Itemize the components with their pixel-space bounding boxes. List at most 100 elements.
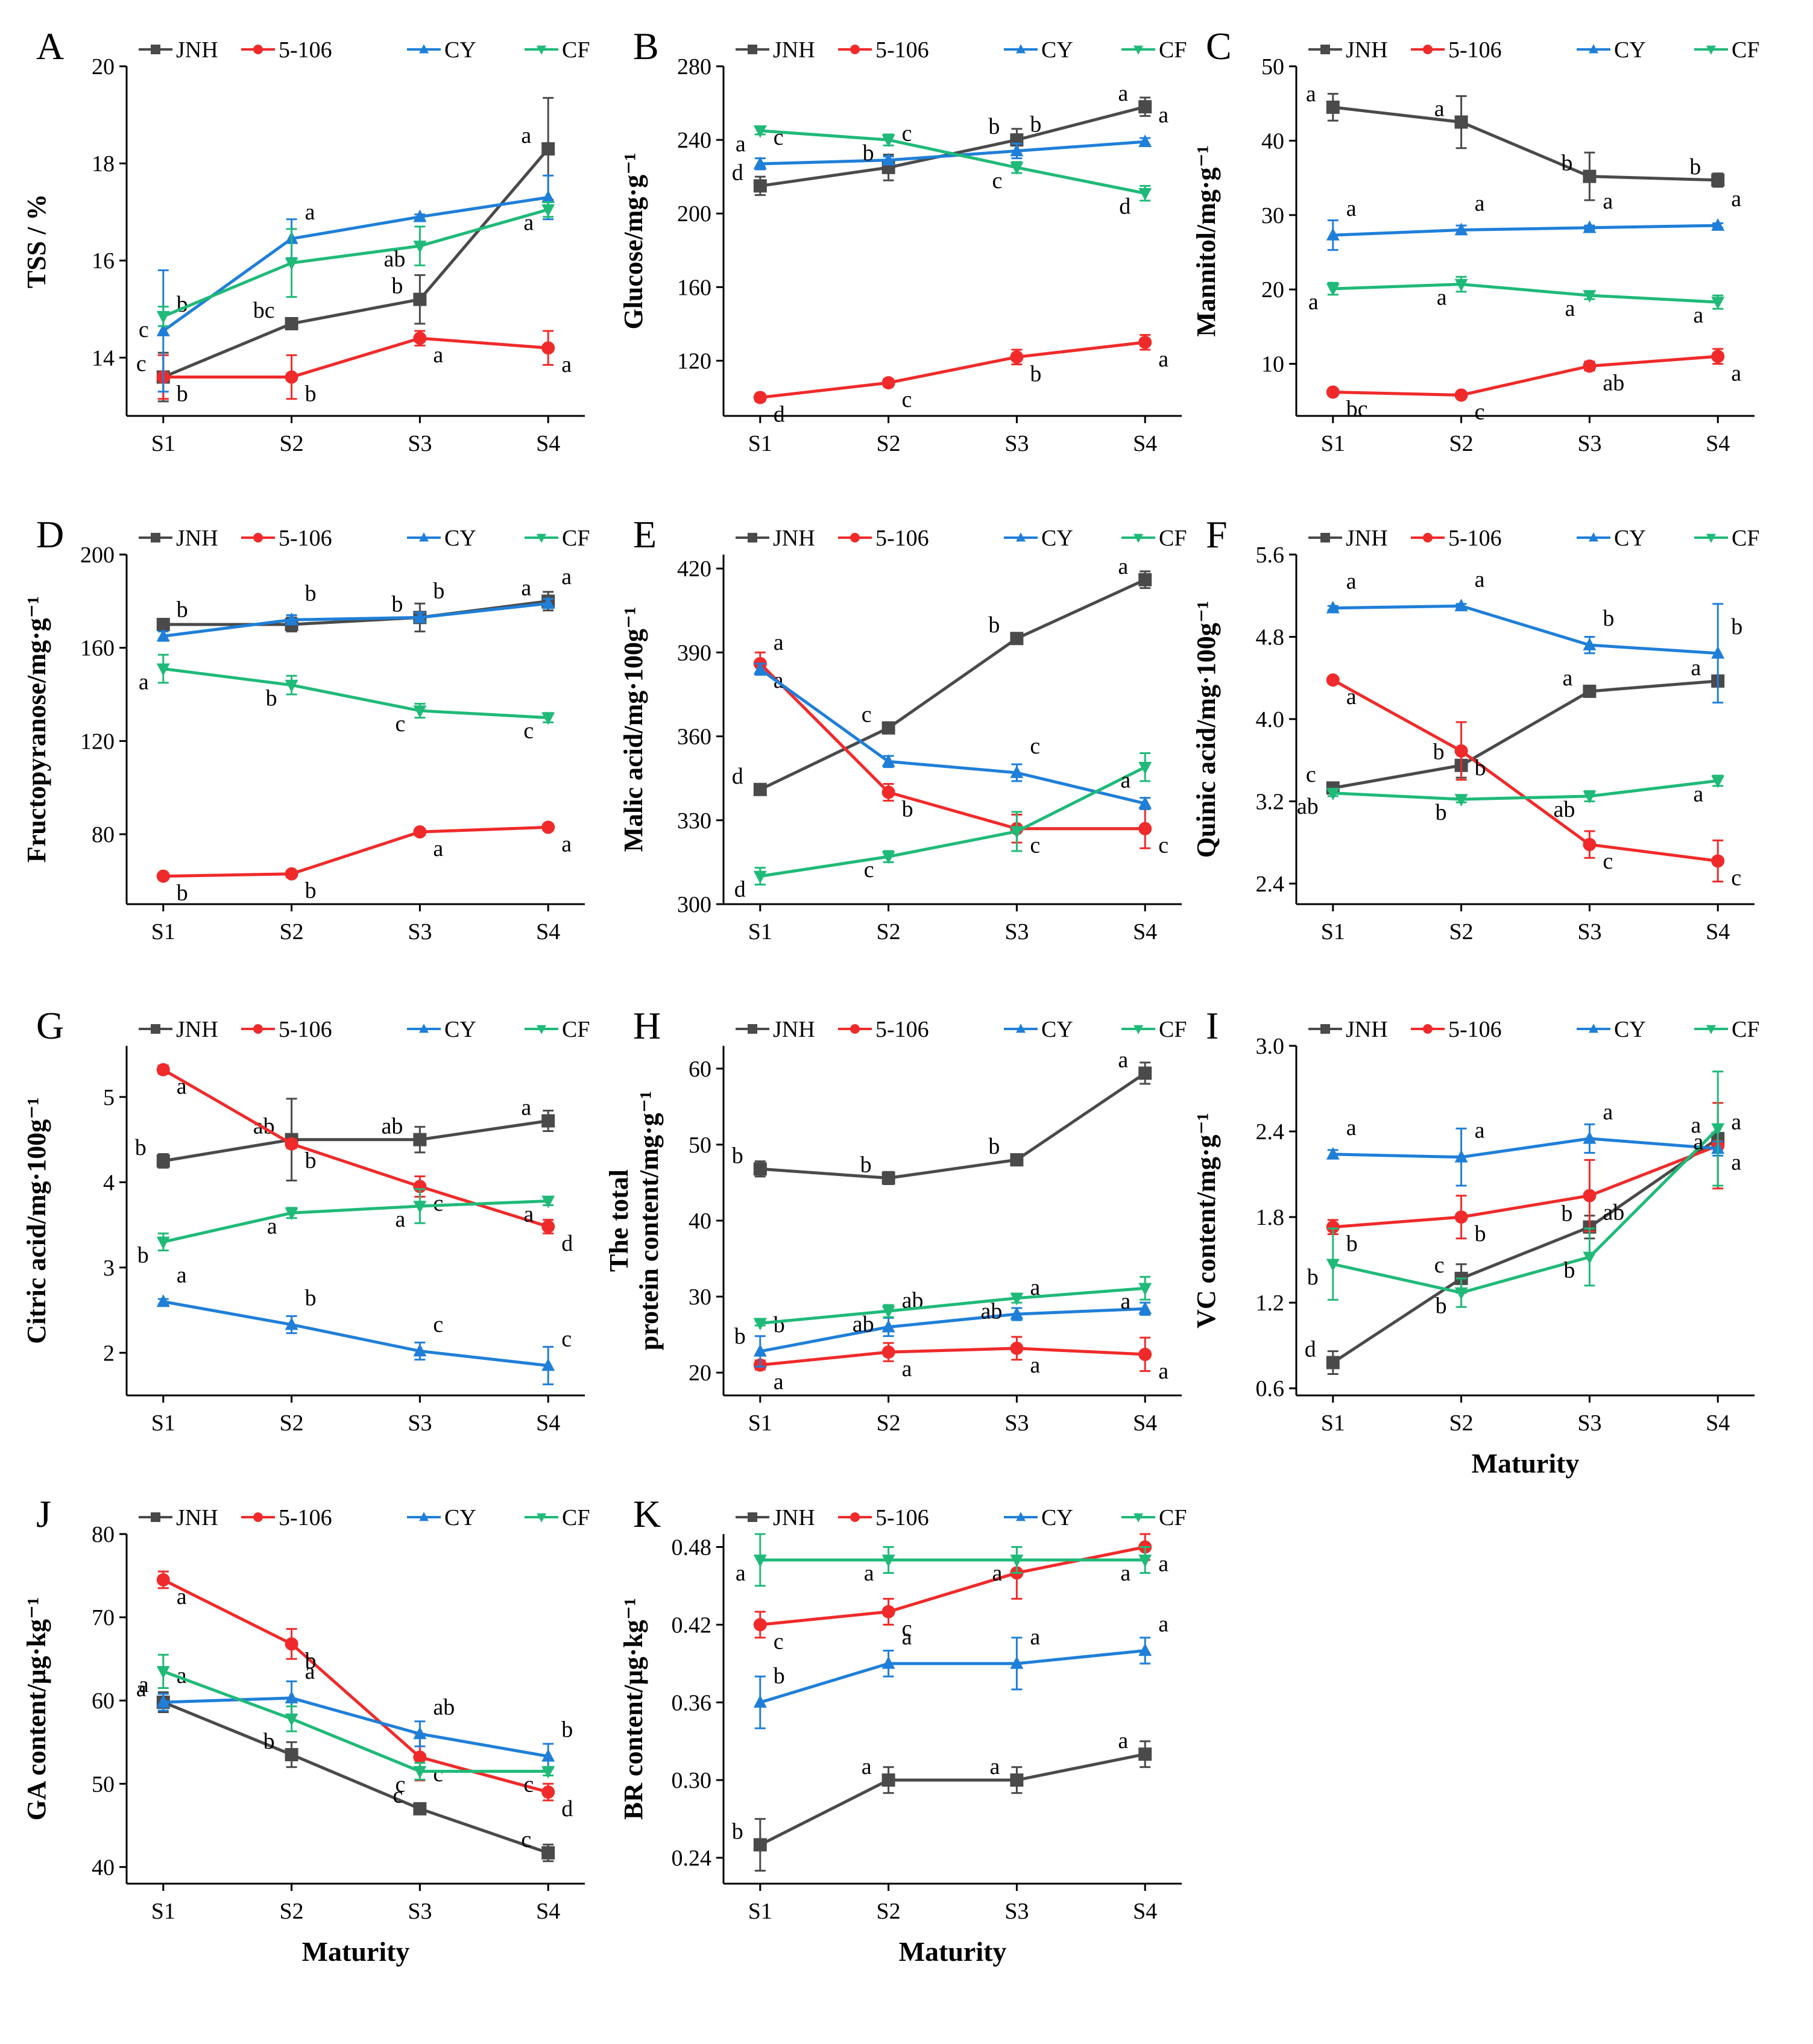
legend-marker bbox=[537, 45, 546, 55]
legend-marker bbox=[419, 1024, 429, 1033]
significance-label: b bbox=[1563, 1257, 1575, 1283]
significance-label: c bbox=[774, 125, 784, 150]
data-point bbox=[1583, 1131, 1597, 1144]
significance-label: d bbox=[1305, 1337, 1316, 1362]
significance-label: c bbox=[521, 1827, 531, 1852]
significance-label: a bbox=[992, 1561, 1003, 1586]
data-point bbox=[1138, 822, 1152, 835]
significance-label: c bbox=[523, 719, 534, 744]
y-axis-label: TSS / % bbox=[22, 194, 51, 289]
significance-label: a bbox=[177, 1663, 187, 1688]
series-jnh: c b a a bbox=[1306, 655, 1725, 795]
legend: JNH 5-106 CY CF bbox=[139, 37, 590, 63]
legend-label: JNH bbox=[773, 526, 815, 551]
significance-label: b bbox=[774, 1312, 785, 1338]
data-point bbox=[881, 134, 895, 148]
y-tick-label: 3 bbox=[103, 1256, 115, 1281]
significance-label: a bbox=[177, 1074, 187, 1099]
significance-label: c bbox=[136, 351, 147, 377]
data-point bbox=[1138, 1347, 1152, 1361]
significance-label: bc bbox=[253, 298, 275, 323]
panel-i: I 0.6 1.2 1.8 2.4 3.0 S1 S2 S3 S4 VC content/mg·g⁻… bbox=[1191, 1004, 1759, 1479]
significance-label: b bbox=[305, 382, 317, 407]
significance-label: b bbox=[988, 114, 1000, 139]
data-point bbox=[1583, 1189, 1597, 1203]
significance-label: a bbox=[1158, 102, 1168, 128]
legend: JNH 5-106 CY CF bbox=[736, 1017, 1187, 1042]
significance-label: d bbox=[774, 401, 785, 427]
data-point bbox=[1138, 1066, 1152, 1080]
series-line bbox=[163, 602, 549, 638]
data-point bbox=[1454, 222, 1468, 236]
significance-label: d bbox=[1119, 194, 1130, 219]
significance-label: c bbox=[1158, 833, 1168, 858]
y-tick-label: 240 bbox=[677, 128, 711, 153]
significance-label: d bbox=[732, 764, 743, 789]
series-line bbox=[162, 1700, 549, 1855]
significance-label: a bbox=[736, 131, 746, 157]
significance-label: a bbox=[396, 1207, 406, 1232]
series-cf: d c a bbox=[734, 752, 1152, 902]
series-line bbox=[760, 1307, 1146, 1353]
panel-letter: H bbox=[633, 1004, 661, 1047]
legend-marker bbox=[1134, 1513, 1143, 1523]
significance-label: a bbox=[1308, 289, 1319, 315]
series-cf: a c c bbox=[139, 1653, 555, 1797]
legend-marker bbox=[1423, 533, 1433, 542]
series-line bbox=[1332, 779, 1718, 801]
significance-label: a bbox=[1118, 81, 1128, 106]
data-point bbox=[156, 663, 170, 676]
legend-marker bbox=[419, 532, 429, 542]
significance-label: a bbox=[1118, 1047, 1128, 1072]
significance-label: ab bbox=[382, 1114, 403, 1139]
significance-label: d bbox=[734, 877, 746, 902]
y-tick-label: 20 bbox=[92, 54, 115, 80]
significance-label: c bbox=[1030, 734, 1040, 759]
series-cf: ab b ab a bbox=[1297, 775, 1725, 825]
data-point bbox=[285, 679, 298, 693]
significance-label: b bbox=[177, 382, 188, 407]
data-point bbox=[1454, 1210, 1468, 1224]
legend-label: JNH bbox=[1346, 1017, 1388, 1042]
significance-label: a bbox=[774, 630, 784, 655]
series-jnh: d b a bbox=[732, 81, 1152, 197]
significance-label: c bbox=[139, 317, 149, 342]
data-point bbox=[753, 125, 767, 138]
x-tick-label: S3 bbox=[1004, 919, 1029, 945]
data-point bbox=[1138, 573, 1152, 586]
legend: JNH 5-106 CY CF bbox=[1308, 37, 1759, 63]
series-line bbox=[759, 668, 1146, 805]
y-tick-label: 40 bbox=[1261, 128, 1284, 154]
y-tick-label: 0.36 bbox=[672, 1690, 712, 1715]
data-point bbox=[1711, 173, 1725, 187]
panel-letter: C bbox=[1206, 25, 1232, 68]
legend-label: CF bbox=[1732, 526, 1759, 551]
legend-marker bbox=[1423, 1024, 1433, 1034]
significance-label: a bbox=[1563, 665, 1573, 691]
data-point bbox=[1583, 359, 1597, 373]
significance-label: a bbox=[1691, 1113, 1701, 1138]
significance-label: ab bbox=[1603, 1200, 1624, 1225]
significance-label: a bbox=[1731, 1109, 1741, 1134]
series-cy: bb ba bbox=[156, 564, 572, 642]
data-point bbox=[285, 1747, 298, 1761]
significance-label: b bbox=[177, 292, 188, 317]
data-point bbox=[1454, 794, 1468, 807]
series-line bbox=[1332, 1127, 1719, 1295]
data-point bbox=[541, 1219, 555, 1233]
legend-marker bbox=[748, 1024, 757, 1034]
significance-label: a bbox=[1120, 1289, 1130, 1314]
data-point bbox=[156, 1573, 170, 1586]
x-tick-label: S1 bbox=[748, 1899, 772, 1924]
significance-label: b bbox=[732, 1143, 743, 1168]
x-tick-label: S2 bbox=[877, 919, 901, 945]
data-point bbox=[1010, 765, 1024, 778]
x-tick-label: S4 bbox=[536, 1410, 560, 1436]
series-5-106: d c b a bbox=[753, 334, 1168, 427]
x-tick-label: S1 bbox=[151, 1899, 175, 1924]
panel-letter: G bbox=[36, 1004, 64, 1047]
data-point bbox=[413, 705, 427, 719]
data-point bbox=[413, 241, 427, 254]
data-point bbox=[1583, 290, 1597, 303]
data-point bbox=[753, 179, 767, 193]
